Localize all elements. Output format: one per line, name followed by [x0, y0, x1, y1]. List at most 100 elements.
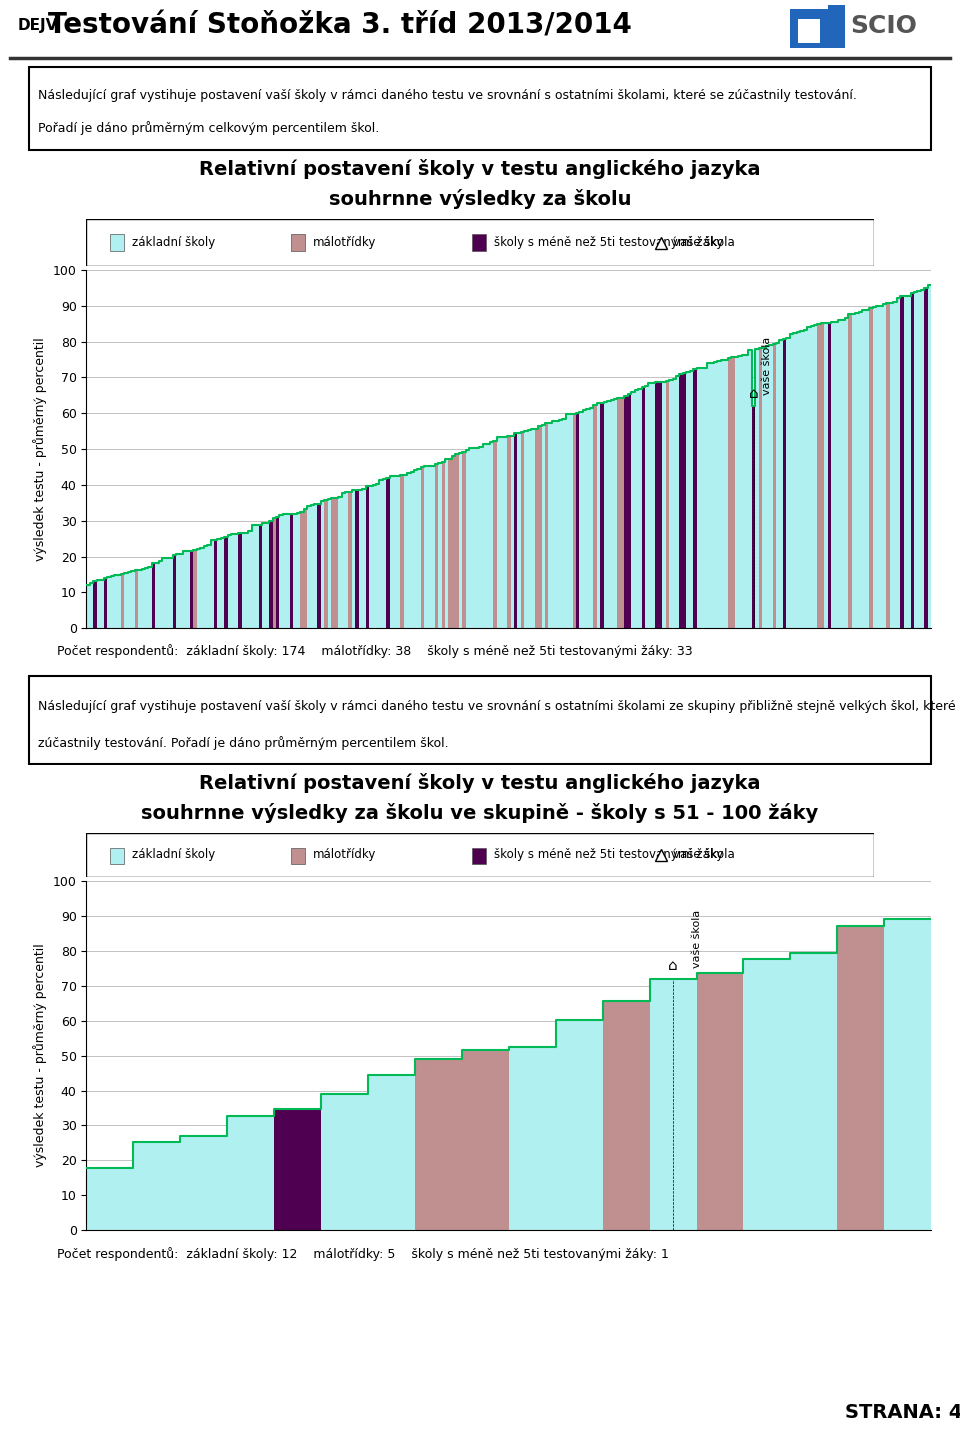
Bar	[680, 374, 683, 628]
Bar	[221, 539, 225, 628]
Text: souhrnne výsledky za školu ve skupině - školy s 51 - 100 žáky: souhrnne výsledky za školu ve skupině - …	[141, 803, 819, 823]
Text: STRANA: 4: STRANA: 4	[845, 1404, 960, 1422]
FancyBboxPatch shape	[29, 66, 931, 150]
Bar	[600, 403, 604, 628]
Bar	[276, 517, 279, 628]
Bar	[597, 403, 600, 628]
Bar	[173, 554, 176, 628]
Bar	[628, 394, 632, 628]
Bar	[290, 514, 294, 628]
Bar	[338, 498, 342, 628]
Bar	[117, 575, 121, 628]
Bar	[379, 481, 383, 628]
Bar	[483, 443, 487, 628]
Bar	[133, 1142, 180, 1230]
Bar	[576, 413, 580, 628]
Bar	[890, 303, 893, 628]
Bar	[648, 383, 652, 628]
Bar	[607, 401, 611, 628]
Bar	[207, 544, 210, 628]
Bar	[752, 406, 756, 628]
Bar	[355, 490, 359, 628]
Bar	[286, 514, 290, 628]
Bar	[828, 6, 845, 20]
Bar	[93, 582, 97, 628]
Bar	[420, 466, 424, 628]
Bar	[535, 429, 539, 628]
Bar	[914, 292, 918, 628]
Bar	[283, 514, 286, 628]
Bar	[438, 464, 442, 628]
Bar	[793, 334, 797, 628]
Bar	[217, 540, 221, 628]
Bar	[504, 436, 507, 628]
Bar	[745, 355, 749, 628]
Bar	[228, 1116, 275, 1230]
Bar	[907, 296, 910, 628]
Bar	[138, 569, 141, 628]
Bar	[490, 442, 493, 628]
Bar	[331, 498, 335, 628]
Bar	[552, 422, 555, 628]
Bar	[587, 409, 589, 628]
Bar	[291, 848, 305, 865]
Bar	[704, 368, 708, 628]
Bar	[700, 368, 704, 628]
Bar	[673, 380, 676, 628]
Bar	[176, 554, 180, 628]
Bar	[614, 400, 617, 628]
Bar	[303, 510, 307, 628]
Bar	[801, 331, 804, 628]
Text: souhrnne výsledky za školu: souhrnne výsledky za školu	[328, 189, 632, 209]
Bar	[545, 423, 548, 628]
Bar	[921, 290, 924, 628]
Text: zúčastnily testování. Pořadí je dáno průměrným percentilem škol.: zúčastnily testování. Pořadí je dáno prů…	[37, 736, 448, 751]
Bar	[927, 286, 931, 628]
Bar	[710, 364, 714, 628]
Bar	[455, 453, 459, 628]
Bar	[201, 547, 204, 628]
Bar	[517, 433, 521, 628]
Bar	[496, 438, 500, 628]
Bar	[583, 410, 587, 628]
Bar	[559, 420, 563, 628]
Bar	[435, 464, 438, 628]
Bar	[656, 383, 659, 628]
Bar	[310, 505, 314, 628]
Bar	[275, 1109, 321, 1230]
Bar	[728, 358, 732, 628]
Bar	[418, 469, 420, 628]
Text: Relativní postavení školy v testu anglického jazyka: Relativní postavení školy v testu anglic…	[200, 773, 760, 793]
Bar	[134, 570, 138, 628]
Bar	[390, 477, 394, 628]
Bar	[849, 315, 852, 628]
Text: základní školy: základní školy	[132, 235, 215, 250]
Bar	[152, 563, 156, 628]
Bar	[900, 296, 903, 628]
Bar	[897, 297, 900, 628]
Bar	[758, 348, 762, 628]
Bar	[697, 973, 743, 1230]
Bar	[190, 550, 193, 628]
Text: Relativní postavení školy v testu anglického jazyka: Relativní postavení školy v testu anglic…	[200, 159, 760, 179]
Bar	[918, 290, 921, 628]
Bar	[324, 500, 327, 628]
Bar	[528, 430, 531, 628]
Bar	[531, 429, 535, 628]
Bar	[169, 557, 173, 628]
Bar	[580, 412, 583, 628]
Text: málotřídky: málotřídky	[313, 235, 376, 250]
Bar	[400, 475, 403, 628]
Bar	[396, 475, 400, 628]
Bar	[214, 540, 217, 628]
Text: Testování Stoňožka 3. tříd 2013/2014: Testování Stoňožka 3. tříd 2013/2014	[48, 12, 632, 40]
Bar	[445, 459, 448, 628]
Bar	[86, 1168, 133, 1230]
Bar	[845, 318, 849, 628]
Bar	[879, 306, 883, 628]
Bar	[291, 234, 305, 251]
Bar	[245, 533, 249, 628]
Bar	[524, 430, 528, 628]
Bar	[511, 436, 514, 628]
Bar	[790, 9, 845, 48]
